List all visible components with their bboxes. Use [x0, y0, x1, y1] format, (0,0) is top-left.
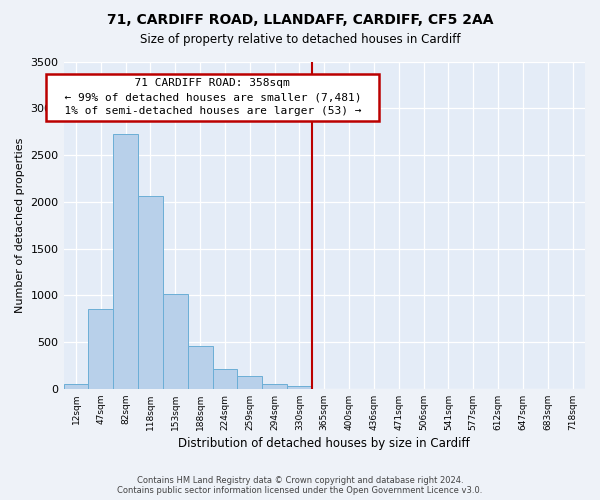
Bar [262, 384, 287, 389]
Bar [138, 196, 163, 389]
Text: Size of property relative to detached houses in Cardiff: Size of property relative to detached ho… [140, 32, 460, 46]
Text: 71 CARDIFF ROAD: 358sqm  
  ← 99% of detached houses are smaller (7,481)  
  1% : 71 CARDIFF ROAD: 358sqm ← 99% of detache… [50, 78, 374, 116]
Bar [287, 386, 312, 389]
Bar [188, 346, 212, 389]
Text: 71, CARDIFF ROAD, LLANDAFF, CARDIFF, CF5 2AA: 71, CARDIFF ROAD, LLANDAFF, CARDIFF, CF5… [107, 12, 493, 26]
Bar [212, 369, 238, 389]
Bar [113, 134, 138, 389]
X-axis label: Distribution of detached houses by size in Cardiff: Distribution of detached houses by size … [178, 437, 470, 450]
Bar [64, 384, 88, 389]
Bar [238, 376, 262, 389]
Bar [88, 310, 113, 389]
Text: Contains HM Land Registry data © Crown copyright and database right 2024.
Contai: Contains HM Land Registry data © Crown c… [118, 476, 482, 495]
Bar [163, 294, 188, 389]
Y-axis label: Number of detached properties: Number of detached properties [15, 138, 25, 313]
